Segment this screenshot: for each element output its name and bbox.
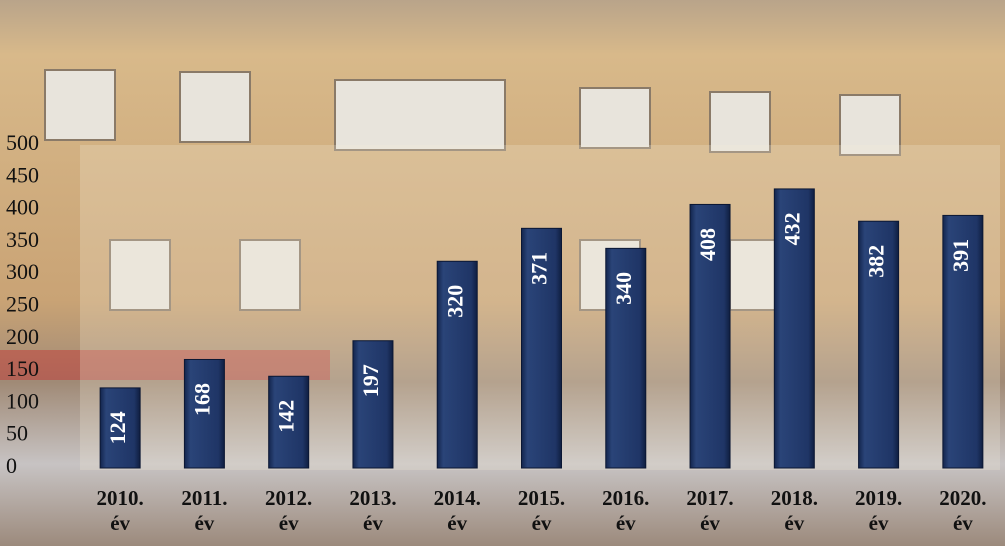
bar [99,387,141,469]
y-tick-label: 350 [6,227,39,252]
value-label: 432 [779,212,804,245]
x-tick-label: 2011. év [181,486,228,535]
bar [352,340,394,469]
y-tick-label: 200 [6,324,39,349]
x-tick-label: 2019. év [854,486,903,535]
x-tick-label: 2015. év [517,486,566,535]
value-label: 408 [695,228,720,261]
bar [689,203,731,469]
bar [521,227,562,469]
x-tick-label: 2017. év [686,486,734,535]
bar [858,220,900,469]
value-label: 197 [358,364,383,397]
y-tick-label: 500 [6,130,39,155]
x-tick-label: 2020. év [939,486,987,535]
y-tick-label: 100 [6,388,39,413]
bar [268,375,310,469]
x-tick-label: 2016. év [602,486,650,535]
value-label: 371 [527,252,552,285]
bar [773,188,815,469]
y-tick-label: 150 [6,356,39,381]
bar [183,358,225,469]
y-tick-label: 400 [6,195,39,220]
y-tick-label: 450 [6,162,39,187]
y-tick-label: 0 [6,453,17,478]
value-label: 142 [274,400,299,433]
bar [942,214,984,469]
value-label: 168 [189,383,214,416]
value-label: 124 [105,411,130,444]
background-car [0,350,330,380]
value-label: 391 [948,239,973,272]
bar [436,260,478,469]
y-tick-label: 50 [6,421,28,446]
y-tick-label: 250 [6,292,39,317]
bar [605,247,647,469]
x-tick-label: 2014. év [433,486,481,535]
value-label: 320 [442,285,467,318]
x-tick-label: 2013. év [349,486,397,535]
y-tick-label: 300 [6,259,39,284]
value-label: 382 [864,245,889,278]
value-label: 340 [611,272,636,305]
x-tick-label: 2012. év [265,486,313,535]
x-tick-label: 2010. év [96,486,144,535]
x-tick-label: 2018. év [770,486,818,535]
